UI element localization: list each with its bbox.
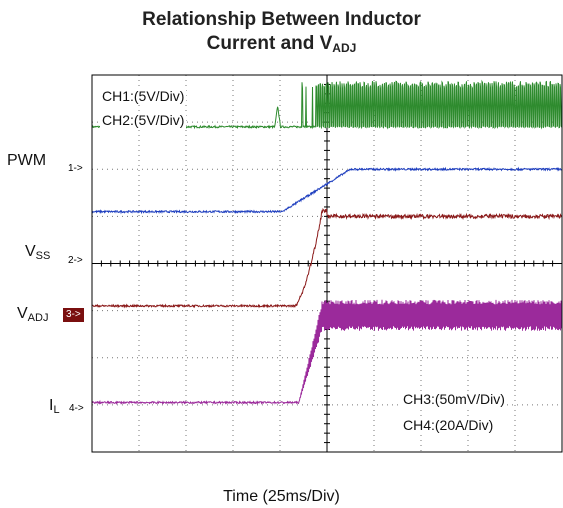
scale-label-ch3: CH3:(50mV/Div)	[401, 391, 507, 408]
channel-label-pwm: PWM	[7, 152, 46, 170]
channel-marker-1: 1->	[68, 163, 83, 174]
vss-label-subscript: SS	[35, 250, 51, 262]
scale-label-ch1: CH1:(5V/Div)	[100, 88, 187, 105]
scale-label-ch4: CH4:(20A/Div)	[401, 417, 496, 434]
chart-title-subscript: ADJ	[332, 41, 357, 55]
channel-marker-3: 3->	[63, 308, 84, 322]
scale-label-ch2: CH2:(5V/Div)	[100, 112, 187, 129]
pwm-label: PWM	[7, 152, 47, 169]
channel-marker-2: 2->	[68, 255, 83, 266]
chart-title-line-1: Relationship Between Inductor	[142, 9, 421, 30]
trace-il	[91, 299, 563, 405]
trace-vadj	[91, 208, 563, 309]
x-axis-label: Time (25ms/Div)	[223, 488, 340, 505]
chart-title-prefix: Current and V	[206, 33, 333, 54]
channel-marker-4: 4->	[69, 403, 84, 414]
vadj-label: V	[17, 305, 28, 322]
channel-label-vadj: VADJ	[17, 305, 48, 327]
trace-vss	[91, 166, 562, 215]
channel-label-il: IL	[49, 397, 60, 419]
plot-frame	[91, 74, 563, 453]
vadj-label-subscript: ADJ	[27, 312, 49, 324]
il-label: I	[49, 397, 54, 414]
vss-label: V	[25, 243, 36, 260]
il-label-subscript: L	[53, 404, 60, 416]
channel-label-vss: VSS	[25, 243, 50, 265]
chart-title-line-2: Current and VADJ	[0, 33, 563, 59]
